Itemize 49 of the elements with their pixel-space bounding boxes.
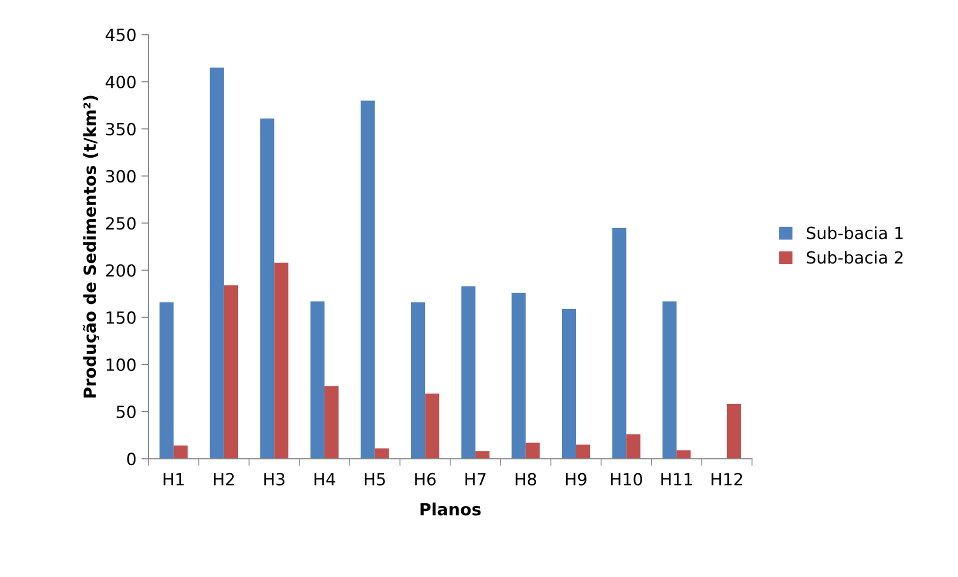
bar — [562, 308, 576, 459]
y-tick-label: 250 — [106, 217, 136, 230]
x-axis-title: Planos — [420, 502, 481, 516]
x-tick-label: H12 — [712, 472, 742, 486]
y-axis-title: Produção de Sedimentos (t/km²) — [82, 96, 100, 398]
x-tick-label: H4 — [314, 473, 336, 486]
legend-label: Sub-bacia 1 — [806, 226, 903, 240]
bar — [174, 446, 188, 459]
bar — [360, 100, 375, 459]
bar — [160, 302, 174, 459]
bar — [526, 442, 540, 459]
bar — [475, 451, 490, 459]
bar — [612, 228, 626, 459]
y-tick-label: 50 — [116, 406, 136, 418]
y-tick-label: 0 — [127, 452, 136, 466]
x-tick-label: H8 — [516, 472, 536, 486]
x-tick-label: H10 — [611, 472, 642, 486]
y-tick-label: 150 — [106, 311, 136, 324]
bar — [274, 262, 288, 459]
x-tick-label: H3 — [264, 472, 284, 486]
bar — [310, 301, 325, 459]
bar — [676, 450, 691, 459]
x-tick-label: H6 — [415, 472, 436, 486]
bar — [210, 68, 224, 459]
x-tick-label: H7 — [465, 473, 486, 486]
y-tick-label: 450 — [106, 28, 136, 42]
bar — [512, 292, 526, 459]
x-tick-label: H1 — [164, 473, 184, 486]
bar — [626, 434, 640, 459]
bar — [662, 301, 677, 459]
bar — [461, 286, 476, 459]
bar — [726, 404, 741, 459]
y-tick-label: 300 — [106, 170, 136, 183]
x-tick-label: H2 — [214, 472, 234, 486]
bar — [425, 394, 440, 459]
y-tick-label: 100 — [106, 358, 136, 372]
x-tick-label: H9 — [566, 472, 586, 486]
x-tick-label: H11 — [661, 473, 692, 486]
bar — [374, 448, 389, 459]
bar — [224, 285, 238, 459]
bar — [324, 386, 339, 459]
y-tick-label: 400 — [106, 76, 136, 88]
bar — [260, 118, 274, 459]
bar — [411, 302, 426, 459]
bar — [576, 444, 590, 459]
legend-label: Sub-bacia 2 — [806, 250, 903, 264]
y-tick-label: 350 — [106, 122, 136, 136]
y-tick-label: 200 — [106, 264, 136, 277]
x-tick-label: H5 — [364, 473, 385, 486]
